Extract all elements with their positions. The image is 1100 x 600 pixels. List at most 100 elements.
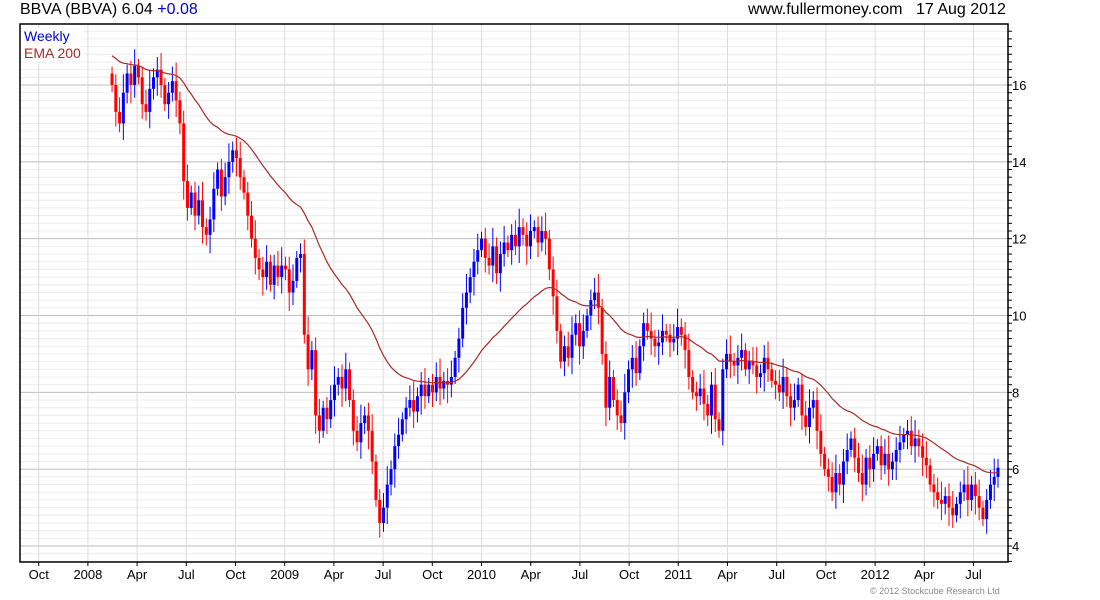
candle-down <box>909 430 913 447</box>
candle-down <box>129 73 133 85</box>
candle-up <box>265 261 269 278</box>
candle-down <box>664 330 668 335</box>
candle-down <box>306 334 310 370</box>
candle-up <box>415 396 419 412</box>
candle-up <box>189 192 193 208</box>
candle-up <box>623 392 627 424</box>
candle-up <box>962 484 966 493</box>
plot-border <box>19 23 1009 563</box>
candle-down <box>981 507 985 520</box>
candle-up <box>627 369 631 393</box>
candle-down <box>853 438 857 458</box>
candle-up <box>208 219 212 235</box>
candle-up <box>400 419 404 435</box>
candle-down <box>649 330 653 339</box>
candle-up <box>849 438 853 450</box>
candle-up <box>329 400 333 420</box>
candle-down <box>506 242 510 251</box>
candle-down <box>717 419 721 431</box>
candle-up <box>593 292 597 301</box>
candle-up <box>461 307 465 339</box>
candle-up <box>457 338 461 358</box>
candle-up <box>562 346 566 362</box>
candle-up <box>630 357 634 370</box>
candle-down <box>287 269 291 293</box>
candle-up <box>943 496 947 504</box>
candle-up <box>540 230 544 243</box>
candle-up <box>740 350 744 358</box>
candle-down <box>860 473 864 485</box>
candle-down <box>204 227 208 235</box>
candle-up <box>170 81 174 93</box>
candle-down <box>691 376 695 393</box>
candle-down <box>921 446 925 458</box>
candle-down <box>694 392 698 397</box>
candle-up <box>216 169 220 189</box>
candle-up <box>336 376 340 385</box>
candle-up <box>875 446 879 454</box>
candle-down <box>547 238 551 270</box>
candle-down <box>604 353 608 408</box>
candle-down <box>140 77 144 105</box>
candle-down <box>219 169 223 197</box>
copyright: © 2012 Stockcube Research Ltd <box>870 586 1000 596</box>
candle-up <box>894 449 898 462</box>
candle-down <box>238 157 242 178</box>
candle-down <box>374 461 378 500</box>
candle-up <box>958 492 962 504</box>
candle-down <box>163 85 167 105</box>
y-tick-label: 16 <box>1012 78 1026 93</box>
candle-down <box>800 384 804 416</box>
x-tick-label: Jul <box>178 567 195 582</box>
x-tick-label: Apr <box>127 567 148 582</box>
y-tick-label: 8 <box>1012 385 1019 400</box>
candle-up <box>480 238 484 251</box>
candle-down <box>185 181 189 208</box>
candle-down <box>928 465 932 485</box>
x-tick-label: Jul <box>965 567 982 582</box>
candle-down <box>351 400 355 431</box>
candle-down <box>770 369 774 381</box>
candle-up <box>758 373 762 377</box>
candle-up <box>223 177 227 197</box>
candle-down <box>431 384 434 393</box>
candle-down <box>201 200 205 228</box>
candle-up <box>434 376 438 393</box>
candle-up <box>657 342 661 347</box>
chart-date: 17 Aug 2012 <box>916 1 1006 18</box>
candle-up <box>167 92 171 105</box>
candle-up <box>898 442 902 450</box>
candle-down <box>611 376 615 401</box>
x-tick-label: Jul <box>572 567 589 582</box>
candle-down <box>325 407 329 420</box>
candle-up <box>638 346 642 374</box>
candle-up <box>472 261 476 278</box>
candle-down <box>789 396 793 408</box>
candle-down <box>246 192 250 216</box>
candle-up <box>834 473 838 493</box>
candle-up <box>125 73 129 93</box>
candle-down <box>495 246 499 274</box>
candle-down <box>578 323 582 347</box>
x-tick-label: Jul <box>375 567 392 582</box>
candle-up <box>121 92 125 124</box>
candle-up <box>295 257 299 281</box>
candle-down <box>268 261 272 285</box>
candle-down <box>302 254 306 335</box>
candle-down <box>144 104 148 112</box>
candle-down <box>566 346 570 358</box>
candle-down <box>234 150 238 158</box>
candle-up <box>721 369 725 431</box>
candle-up <box>589 300 593 316</box>
candle-down <box>687 350 691 377</box>
candle-up <box>906 430 910 435</box>
candle-up <box>408 400 412 408</box>
candle-up <box>529 230 533 247</box>
candle-up <box>864 457 868 485</box>
candle-up <box>845 449 849 462</box>
candle-up <box>453 357 457 377</box>
x-tick-label: 2009 <box>270 567 299 582</box>
x-tick-label: Apr <box>717 567 738 582</box>
candle-down <box>823 453 827 470</box>
candle-down <box>857 457 861 474</box>
